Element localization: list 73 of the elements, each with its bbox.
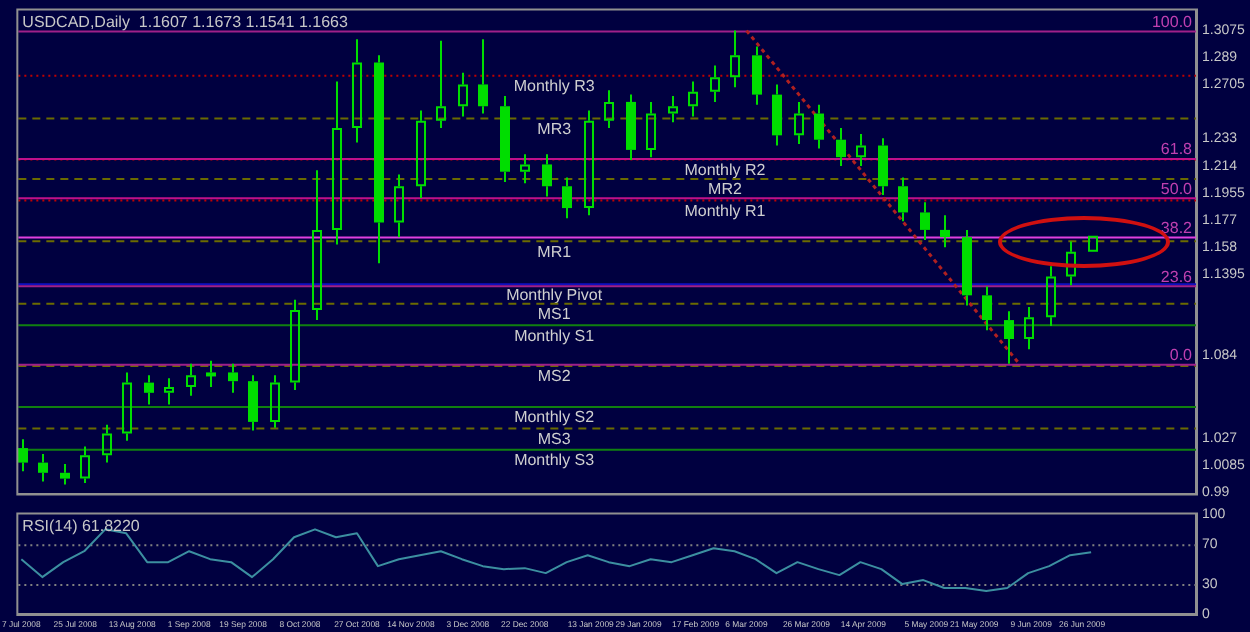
candlestick <box>352 38 362 144</box>
candlestick <box>688 80 698 118</box>
candlestick <box>962 228 972 307</box>
annotation: 50.0 <box>1160 179 1194 198</box>
candlestick <box>520 153 530 185</box>
ref-line-label: MR2 <box>708 180 743 199</box>
candlestick <box>500 95 510 183</box>
candlestick <box>394 173 404 239</box>
candlestick <box>814 103 824 150</box>
candlestick <box>794 100 804 146</box>
candlestick <box>270 374 280 429</box>
candlestick <box>1024 305 1034 351</box>
ref-line-label: Monthly Pivot <box>506 285 604 304</box>
candlestick <box>228 362 238 394</box>
candlestick <box>1004 310 1014 365</box>
candlestick <box>332 80 342 246</box>
ref-line-label: MS1 <box>537 305 572 324</box>
candlestick <box>604 89 614 130</box>
ref-line-label: MR1 <box>537 242 573 261</box>
chart-title: USDCAD,Daily 1.1607 1.1673 1.1541 1.1663 <box>22 12 349 31</box>
candlestick <box>18 438 28 473</box>
candlestick <box>144 374 154 406</box>
candlestick <box>668 95 678 124</box>
candlestick <box>312 169 322 322</box>
candlestick <box>248 374 258 432</box>
candlestick <box>38 452 48 483</box>
candlestick <box>542 153 552 198</box>
candlestick <box>374 54 384 265</box>
ref-line-label: Monthly R3 <box>513 77 596 96</box>
candlestick <box>1046 265 1056 327</box>
candlestick <box>982 285 992 332</box>
ref-line-label: Monthly R1 <box>684 201 767 220</box>
candlestick <box>646 100 656 159</box>
candlestick <box>940 214 950 249</box>
candlestick <box>752 45 762 106</box>
candlestick <box>478 38 488 115</box>
ref-line-label: Monthly S1 <box>514 326 596 345</box>
candlestick <box>584 109 594 217</box>
candlestick <box>626 93 636 162</box>
annotation: 61.8 <box>1160 140 1194 159</box>
candlestick <box>80 445 90 484</box>
ref-line-label: Monthly S2 <box>514 408 596 427</box>
ref-line-label: MR3 <box>537 120 573 139</box>
candlestick <box>772 83 782 147</box>
candlestick <box>856 132 866 167</box>
candlestick <box>1066 240 1076 287</box>
candlestick <box>878 137 888 196</box>
ref-line-label: MS2 <box>537 367 572 386</box>
ref-line-label: MS3 <box>537 429 572 448</box>
ref-line-label: Monthly R2 <box>684 160 767 179</box>
candlestick <box>710 64 720 103</box>
candlestick <box>290 298 300 391</box>
ref-line-label: Monthly S3 <box>514 451 596 470</box>
candlestick <box>562 176 572 220</box>
annotation: 0.0 <box>1169 346 1194 365</box>
candlestick <box>458 71 468 118</box>
candlestick <box>164 377 174 406</box>
candlestick <box>1088 235 1098 252</box>
candlestick <box>436 39 446 130</box>
candlestick <box>836 127 846 167</box>
candlestick <box>920 201 930 242</box>
chart-title: RSI(14) 61.8220 <box>22 516 141 535</box>
candlestick <box>730 29 740 89</box>
candlestick <box>206 359 216 388</box>
candlestick <box>898 176 908 223</box>
annotation: 38.2 <box>1160 218 1194 237</box>
candlestick <box>122 371 132 442</box>
candlestick <box>416 109 426 199</box>
candlestick <box>60 463 70 486</box>
candlestick <box>186 362 196 397</box>
candlestick <box>102 423 112 464</box>
annotation: 100.0 <box>1151 13 1194 32</box>
annotation: 23.6 <box>1160 267 1194 286</box>
